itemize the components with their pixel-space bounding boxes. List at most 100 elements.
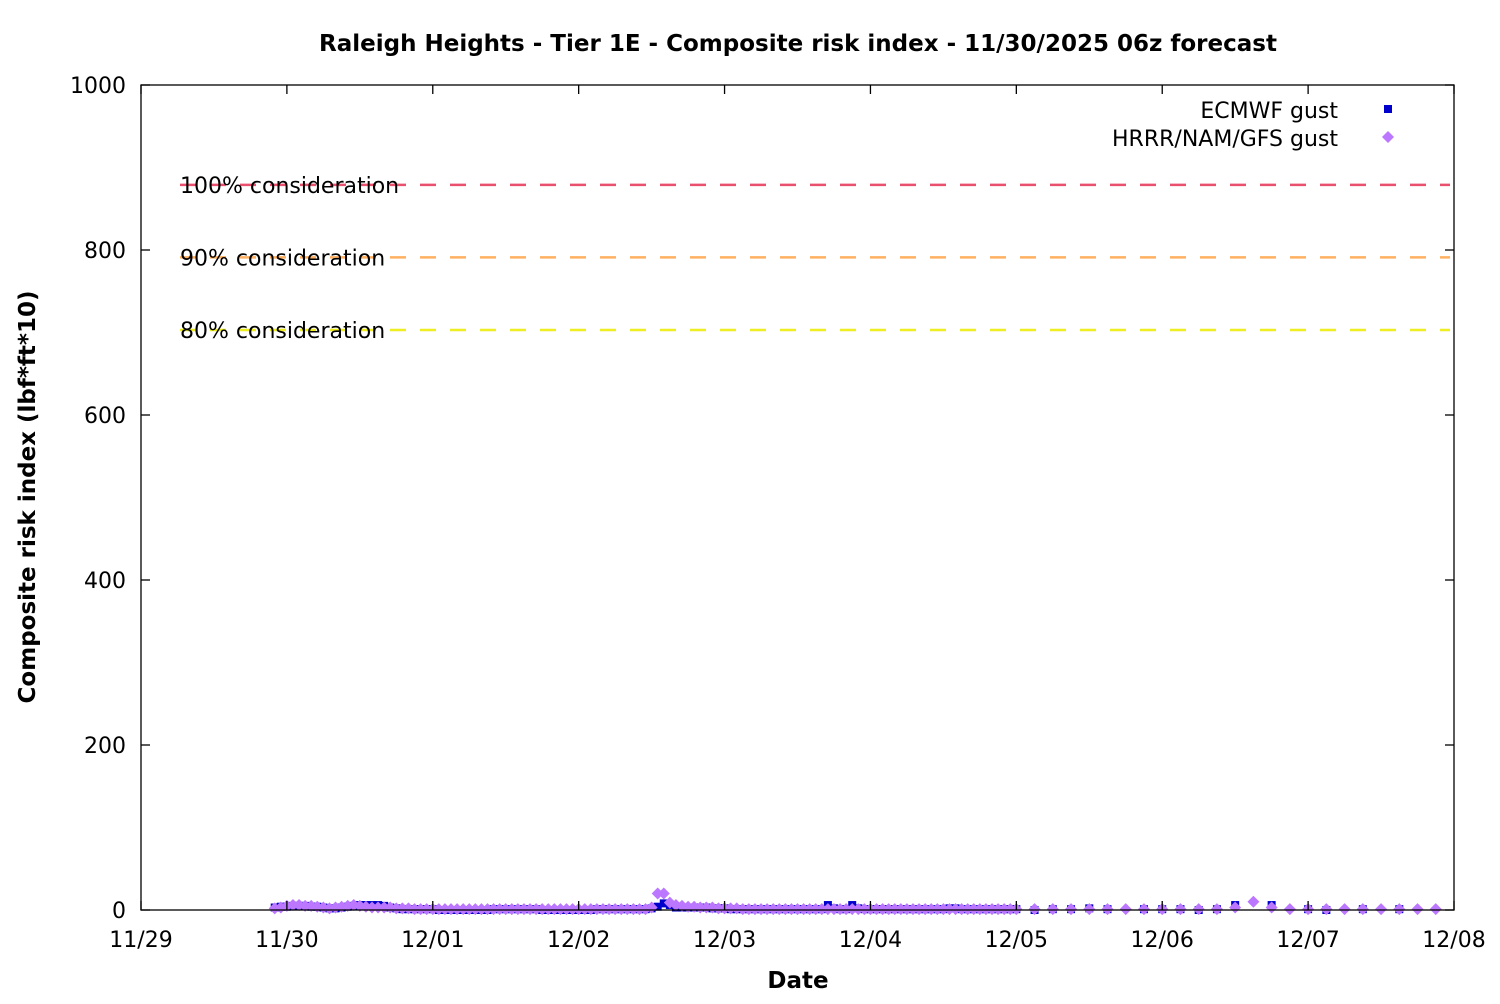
legend-label-ecmwf: ECMWF gust — [1200, 99, 1338, 124]
hrrr-point — [961, 903, 974, 916]
x-axis-label: Date — [767, 968, 828, 994]
hrrr-point — [445, 903, 458, 916]
hrrr-point — [1137, 903, 1150, 916]
hrrr-point — [615, 903, 628, 916]
hrrr-point — [973, 903, 986, 916]
x-tick-label: 12/06 — [1131, 928, 1194, 953]
series-1 — [268, 887, 1442, 916]
hrrr-point — [955, 903, 968, 916]
hrrr-point — [937, 903, 950, 916]
hrrr-point — [742, 903, 755, 916]
data-points — [268, 887, 1442, 916]
hrrr-point — [858, 903, 871, 916]
hrrr-point — [1028, 903, 1041, 916]
legend-label-hrrr: HRRR/NAM/GFS gust — [1112, 127, 1338, 152]
hrrr-point — [979, 903, 992, 916]
hrrr-point — [1247, 895, 1260, 908]
hrrr-point — [1229, 901, 1242, 914]
hrrr-point — [1429, 903, 1442, 916]
hrrr-point — [712, 902, 725, 915]
hrrr-point — [1065, 903, 1078, 916]
hrrr-point — [900, 903, 913, 916]
hrrr-point — [590, 903, 603, 916]
hrrr-point — [1192, 903, 1205, 916]
y-tick-label: 0 — [112, 899, 126, 924]
hrrr-point — [517, 903, 530, 916]
legend-marker-ecmwf — [1384, 105, 1392, 113]
hrrr-point — [1046, 903, 1059, 916]
y-tick-label: 200 — [84, 734, 126, 759]
hrrr-point — [846, 903, 859, 916]
hrrr-point — [633, 903, 646, 916]
x-tick-label: 12/04 — [839, 928, 902, 953]
hrrr-point — [821, 903, 834, 916]
hrrr-point — [469, 903, 482, 916]
hrrr-point — [505, 903, 518, 916]
hrrr-point — [748, 903, 761, 916]
hrrr-point — [657, 887, 670, 900]
hrrr-point — [919, 903, 932, 916]
ecmwf-point — [659, 899, 668, 908]
y-tick-label: 1000 — [70, 74, 126, 99]
hrrr-point — [943, 903, 956, 916]
hrrr-point — [1174, 903, 1187, 916]
hrrr-point — [566, 903, 579, 916]
hrrr-point — [998, 903, 1011, 916]
hrrr-point — [827, 903, 840, 916]
plot-frame — [140, 84, 1455, 911]
hrrr-point — [1283, 903, 1296, 916]
hrrr-point — [1210, 903, 1223, 916]
threshold-label: 100% consideration — [180, 174, 399, 199]
hrrr-point — [420, 903, 433, 916]
y-tick-label: 800 — [84, 239, 126, 264]
hrrr-point — [463, 903, 476, 916]
hrrr-point — [530, 903, 543, 916]
hrrr-point — [499, 903, 512, 916]
hrrr-point — [840, 903, 853, 916]
chart-title: Raleigh Heights - Tier 1E - Composite ri… — [319, 31, 1277, 57]
x-tick-label: 12/01 — [401, 928, 464, 953]
hrrr-point — [791, 903, 804, 916]
x-tick-label: 11/29 — [109, 928, 172, 953]
hrrr-point — [475, 903, 488, 916]
hrrr-point — [986, 903, 999, 916]
hrrr-point — [536, 903, 549, 916]
hrrr-point — [736, 903, 749, 916]
hrrr-point — [548, 903, 561, 916]
x-tick-label: 12/05 — [985, 928, 1048, 953]
hrrr-point — [876, 903, 889, 916]
hrrr-point — [761, 903, 774, 916]
y-tick-label: 600 — [84, 404, 126, 429]
hrrr-point — [432, 903, 445, 916]
x-tick-label: 12/07 — [1276, 928, 1339, 953]
hrrr-point — [1356, 903, 1369, 916]
hrrr-point — [809, 903, 822, 916]
hrrr-point — [931, 903, 944, 916]
legend: ECMWF gust HRRR/NAM/GFS gust — [1112, 99, 1394, 152]
hrrr-point — [493, 903, 506, 916]
x-tick-label: 12/02 — [547, 928, 610, 953]
hrrr-point — [627, 903, 640, 916]
threshold-label: 90% consideration — [180, 246, 385, 271]
hrrr-point — [390, 902, 403, 915]
hrrr-point — [438, 903, 451, 916]
hrrr-point — [724, 902, 737, 915]
hrrr-point — [414, 903, 427, 916]
x-tick-label: 11/30 — [255, 928, 318, 953]
hrrr-point — [1393, 903, 1406, 916]
hrrr-point — [578, 903, 591, 916]
hrrr-point — [785, 903, 798, 916]
hrrr-point — [524, 903, 537, 916]
hrrr-point — [408, 903, 421, 916]
hrrr-point — [542, 903, 555, 916]
ecmwf-point — [653, 902, 662, 911]
hrrr-point — [560, 903, 573, 916]
hrrr-point — [1338, 903, 1351, 916]
hrrr-point — [1119, 903, 1132, 916]
y-axis: 0 200 400 600 800 1000 — [70, 74, 1454, 924]
hrrr-point — [852, 903, 865, 916]
hrrr-point — [894, 903, 907, 916]
x-tick-label: 12/03 — [693, 928, 756, 953]
hrrr-point — [949, 903, 962, 916]
